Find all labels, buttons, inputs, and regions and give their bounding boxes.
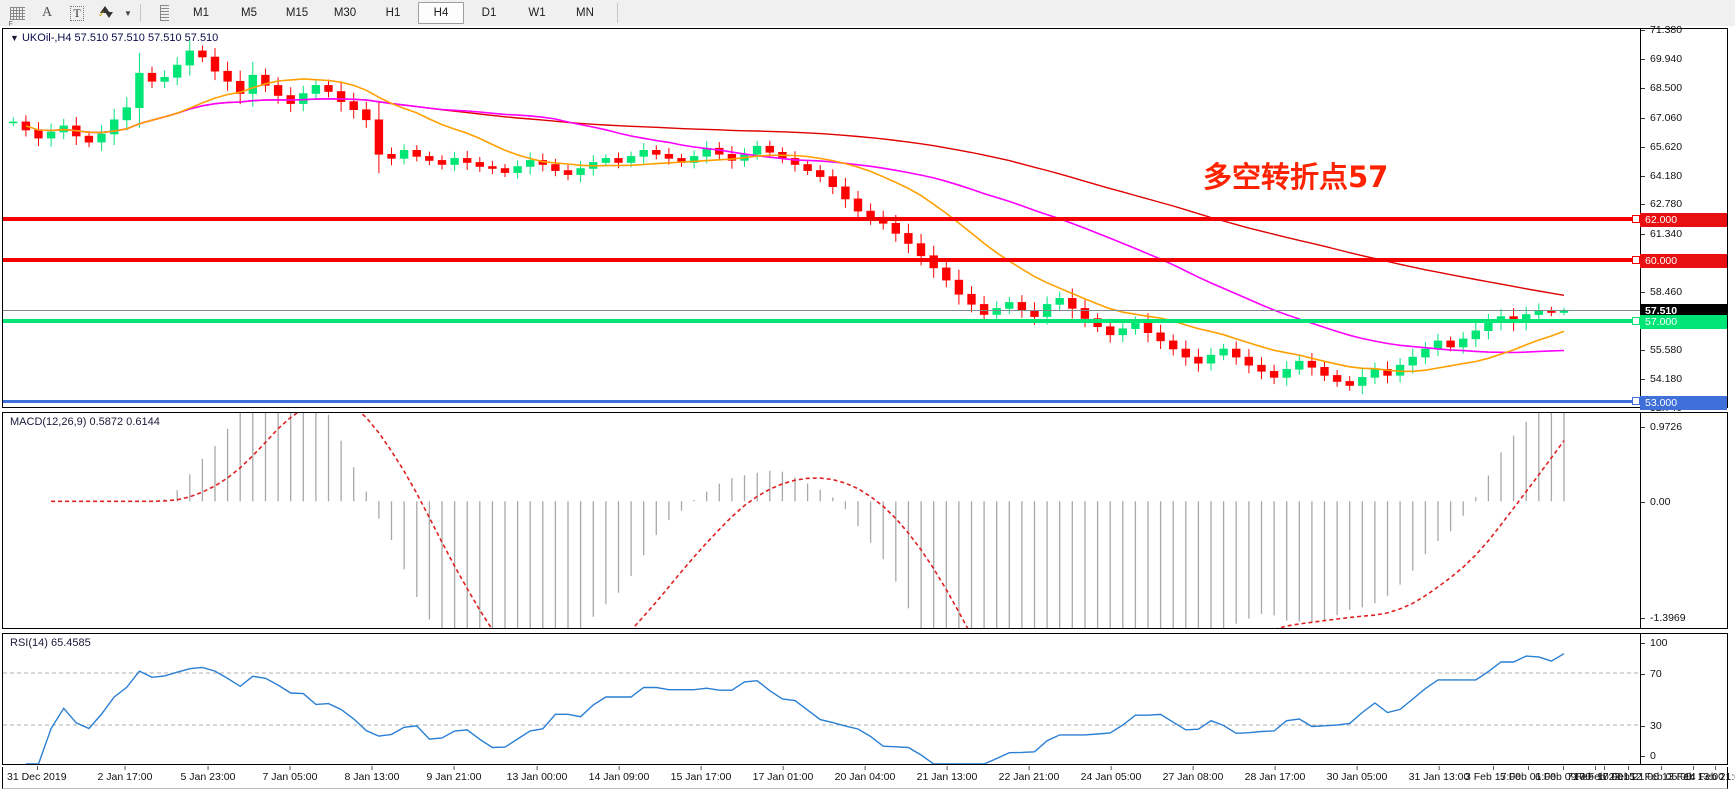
price-badge-62-000[interactable]: 62.000 (1640, 213, 1727, 228)
rsi-y-tick: 70 (1641, 668, 1728, 680)
toolbar: A T ✓ ▼ M1 M5 M15 M30 H1 H4 D1 W1 MN (0, 0, 1735, 28)
rsi-plot[interactable]: RSI(14) 65.4585 (3, 634, 1640, 764)
time-tick: 21 Jan 13:00 (916, 766, 978, 783)
chart-area: ▼ UKOil-,H4 57.510 57.510 57.510 57.510 … (0, 24, 1735, 791)
price-badge-53-000[interactable]: 53.000 (1640, 395, 1727, 410)
time-tick: 9 Jan 21:00 (426, 766, 482, 783)
price-pane[interactable]: ▼ UKOil-,H4 57.510 57.510 57.510 57.510 … (2, 24, 1728, 414)
rsi-y-tick: 100 (1641, 637, 1728, 649)
price-line-resistance-62[interactable] (3, 215, 1640, 224)
time-tick: 17 Jan 01:00 (752, 766, 814, 783)
rsi-y-axis[interactable]: 100 70 30 0 (1640, 634, 1727, 764)
timeframe-m30[interactable]: M30 (333, 7, 357, 19)
time-tick: 31 Jan 13:00 (1408, 766, 1470, 783)
price-badge-57-000[interactable]: 57.000 (1640, 314, 1727, 329)
timeframe-d1[interactable]: D1 (481, 7, 497, 19)
macd-pane-label: MACD(12,26,9) 0.5872 0.6144 (10, 416, 160, 428)
price-line-resistance-60[interactable] (3, 255, 1640, 264)
time-tick: 3 Feb 17:00 (1464, 766, 1522, 783)
time-tick: 31 Dec 2019 (7, 766, 67, 783)
time-tick: 13 Jan 00:00 (506, 766, 568, 783)
toolbar-separator-2 (617, 3, 618, 23)
price-line-support-53[interactable] (3, 397, 1640, 406)
time-tick: 6 Feb 09:00 (1534, 766, 1592, 783)
chart-annotation: 多空转折点57 (1203, 160, 1389, 194)
price-y-tick: 61.340 (1641, 228, 1728, 240)
timeframe-mn[interactable]: MN (576, 7, 594, 19)
price-y-tick: 65.620 (1641, 141, 1728, 153)
price-y-tick: 62.780 (1641, 198, 1728, 210)
timeframe-m1[interactable]: M1 (193, 7, 209, 19)
timeframe-h1[interactable]: H1 (385, 7, 401, 19)
time-tick: 14 Jan 09:00 (588, 766, 650, 783)
line-handle[interactable] (1632, 397, 1640, 406)
price-y-axis[interactable]: 71.380 69.940 68.500 67.060 65.620 64.180 62.7… (1640, 24, 1728, 414)
period-separator-icon (151, 2, 177, 24)
price-pane-label: ▼ UKOil-,H4 57.510 57.510 57.510 57.510 (10, 32, 219, 44)
time-tick: 12 Feb 05:00 (1630, 766, 1692, 783)
price-line-pivot-57[interactable] (3, 316, 1640, 325)
price-y-tick: 68.500 (1641, 82, 1728, 94)
price-y-tick: 71.380 (1641, 24, 1728, 36)
price-line-last-price-57510[interactable] (3, 310, 1640, 312)
time-tick: 17 Feb 22:15 (1573, 766, 1635, 783)
text-label-icon[interactable]: A (41, 5, 53, 20)
price-y-tick: 69.940 (1641, 53, 1728, 65)
time-tick: 20 Jan 04:00 (834, 766, 896, 783)
time-tick: 24 Jan 05:00 (1080, 766, 1142, 783)
time-tick: 27 Jan 08:00 (1162, 766, 1224, 783)
line-handle[interactable] (1632, 215, 1640, 224)
time-tick: 14 Feb 21:00 (1684, 766, 1735, 783)
time-tick: 30 Jan 05:00 (1326, 766, 1388, 783)
macd-plot[interactable]: MACD(12,26,9) 0.5872 0.6144 (3, 413, 1640, 628)
time-tick: 10 Feb 21:00 (1597, 766, 1659, 783)
timeframe-m5[interactable]: M5 (241, 7, 257, 19)
time-tick: 2 Jan 17:00 (97, 766, 153, 783)
time-tick: 5 Feb 01:00 (1499, 766, 1557, 783)
timeframe-w1[interactable]: W1 (528, 7, 546, 19)
time-tick: 7 Feb 17:00 (1566, 766, 1624, 783)
text-box-icon[interactable]: T (64, 2, 90, 24)
cursor-tools-dropdown-icon[interactable]: ▼ (124, 8, 132, 18)
rsi-y-tick: 30 (1641, 720, 1728, 732)
macd-pane[interactable]: MACD(12,26,9) 0.5872 0.6144 0.9726 0.00 -1… (2, 412, 1728, 629)
price-y-tick: 54.180 (1641, 373, 1728, 385)
time-axis[interactable]: 31 Dec 2019 2 Jan 17:00 5 Jan 23:00 7 Jan 0… (2, 766, 1735, 789)
time-tick: 7 Jan 05:00 (262, 766, 318, 783)
timeframe-m15[interactable]: M15 (285, 7, 309, 19)
time-tick: 13 Feb 13:00 (1662, 766, 1724, 783)
price-plot[interactable]: ▼ UKOil-,H4 57.510 57.510 57.510 57.510 … (3, 29, 1640, 407)
time-tick: 22 Jan 21:00 (998, 766, 1060, 783)
price-y-tick: 64.180 (1641, 170, 1728, 182)
toolbar-separator (140, 4, 141, 22)
rsi-pane[interactable]: RSI(14) 65.4585 100 70 30 0 (2, 633, 1728, 765)
rsi-pane-label: RSI(14) 65.4585 (10, 637, 91, 649)
time-tick: 8 Jan 13:00 (344, 766, 400, 783)
timeframe-group: M1 M5 M15 M30 H1 H4 D1 W1 MN (177, 2, 609, 24)
grid-crosshair-icon[interactable] (4, 2, 30, 28)
price-y-tick: 67.060 (1641, 112, 1728, 124)
macd-y-tick: -1.3969 (1641, 612, 1728, 624)
price-badge-60-000[interactable]: 60.000 (1640, 253, 1727, 268)
macd-y-tick: 0.00 (1641, 496, 1728, 508)
time-tick: 28 Jan 17:00 (1244, 766, 1306, 783)
price-y-tick: 55.580 (1641, 344, 1728, 356)
cursor-tools-icon[interactable]: ✓ (94, 2, 120, 24)
time-tick: 15 Jan 17:00 (670, 766, 732, 783)
line-handle[interactable] (1632, 255, 1640, 264)
time-tick: 5 Jan 23:00 (180, 766, 236, 783)
macd-y-axis[interactable]: 0.9726 0.00 -1.3969 (1640, 413, 1727, 628)
timeframe-h4[interactable]: H4 (418, 2, 464, 24)
rsi-y-tick: 0 (1641, 750, 1728, 762)
price-y-tick: 58.460 (1641, 286, 1728, 298)
macd-y-tick: 0.9726 (1641, 421, 1728, 433)
line-handle[interactable] (1632, 316, 1640, 325)
